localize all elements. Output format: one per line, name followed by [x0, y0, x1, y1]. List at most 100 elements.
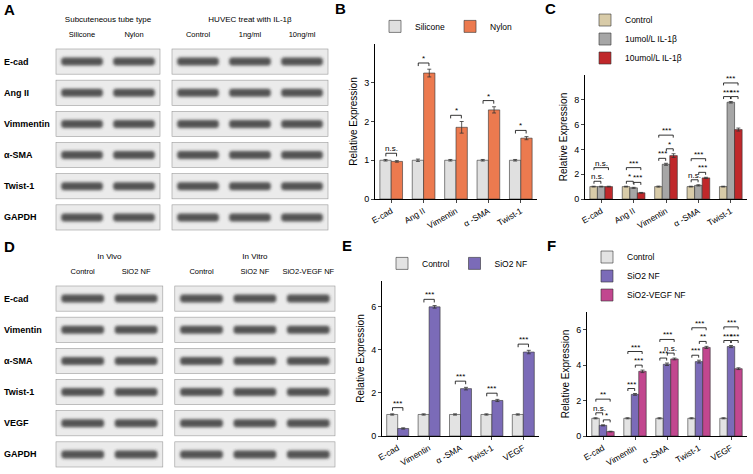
svg-text:n.s.: n.s.	[593, 404, 606, 413]
svg-text:α -SMA: α -SMA	[672, 206, 702, 229]
svg-text:***: ***	[634, 356, 643, 365]
svg-text:8: 8	[574, 95, 579, 105]
svg-text:GAPDH: GAPDH	[4, 449, 37, 459]
svg-text:***: ***	[723, 88, 732, 97]
svg-text:2: 2	[574, 169, 579, 179]
svg-text:**: **	[600, 390, 606, 399]
svg-text:In Vitro: In Vitro	[242, 252, 268, 261]
svg-text:0: 0	[364, 194, 369, 204]
svg-text:***: ***	[663, 330, 672, 339]
svg-text:Control: Control	[71, 267, 96, 276]
svg-text:**: **	[700, 332, 706, 341]
svg-text:***: ***	[691, 346, 700, 355]
svg-text:SiO2-VEGF NF: SiO2-VEGF NF	[282, 267, 334, 276]
svg-text:1: 1	[364, 155, 369, 165]
svg-text:Relative Expression: Relative Expression	[355, 314, 366, 402]
svg-text:Vimentin: Vimentin	[4, 325, 42, 335]
svg-text:Control: Control	[422, 259, 450, 269]
svg-text:Twist-1: Twist-1	[4, 181, 34, 191]
svg-text:Twist-1: Twist-1	[674, 443, 703, 465]
svg-text:α-SMA: α-SMA	[4, 356, 33, 366]
svg-text:Silicone: Silicone	[69, 30, 95, 39]
svg-text:E-cad: E-cad	[377, 443, 401, 463]
svg-text:E-cad: E-cad	[370, 206, 394, 226]
svg-text:*: *	[487, 92, 490, 101]
svg-text:***: ***	[730, 88, 739, 97]
svg-text:***: ***	[629, 159, 638, 168]
svg-text:4: 4	[574, 145, 579, 155]
svg-text:Ang II: Ang II	[612, 206, 636, 226]
svg-text:Control: Control	[625, 15, 653, 25]
svg-text:***: ***	[659, 349, 668, 358]
svg-text:*: *	[455, 106, 458, 115]
svg-text:0: 0	[371, 431, 376, 441]
svg-text:Twist-1: Twist-1	[706, 206, 735, 228]
svg-text:Ang II: Ang II	[4, 88, 29, 98]
svg-text:α -SMA: α -SMA	[434, 443, 464, 466]
svg-text:***: ***	[519, 335, 528, 344]
svg-text:SiO2 NF: SiO2 NF	[627, 271, 660, 281]
svg-text:HUVEC treat with IL-1β: HUVEC treat with IL-1β	[208, 15, 292, 24]
svg-text:n.s.: n.s.	[591, 172, 604, 181]
svg-text:***: ***	[730, 332, 739, 341]
svg-text:Vimentin: Vimentin	[399, 443, 433, 468]
svg-text:E-cad: E-cad	[582, 443, 606, 463]
svg-text:B: B	[335, 0, 346, 17]
svg-text:*: *	[668, 140, 671, 149]
svg-text:***: ***	[633, 173, 642, 182]
svg-text:2: 2	[364, 117, 369, 127]
svg-text:VEGF: VEGF	[4, 418, 29, 428]
svg-text:E: E	[342, 237, 352, 254]
svg-text:Nylon: Nylon	[124, 30, 143, 39]
svg-text:***: ***	[695, 319, 704, 328]
svg-text:Nylon: Nylon	[490, 22, 512, 32]
svg-text:***: ***	[727, 318, 736, 327]
svg-text:Control: Control	[186, 30, 211, 39]
svg-text:A: A	[4, 1, 15, 18]
svg-text:3: 3	[364, 78, 369, 88]
svg-text:Relative Expression: Relative Expression	[558, 93, 569, 181]
svg-text:SiO2 NF: SiO2 NF	[122, 267, 151, 276]
svg-text:***: ***	[393, 399, 402, 408]
svg-text:α -SMA: α -SMA	[462, 206, 492, 229]
svg-text:α -SMA: α -SMA	[640, 443, 670, 466]
svg-text:VEGF: VEGF	[709, 443, 734, 463]
svg-text:Relative Expression: Relative Expression	[348, 77, 359, 165]
svg-text:***: ***	[627, 380, 636, 389]
svg-text:E-cad: E-cad	[580, 206, 604, 226]
svg-text:6: 6	[371, 302, 376, 312]
svg-text:Twist-1: Twist-1	[496, 206, 525, 228]
svg-text:Vimentin: Vimentin	[426, 206, 460, 231]
svg-text:2: 2	[371, 388, 376, 398]
svg-text:6: 6	[576, 325, 581, 335]
svg-text:0: 0	[576, 431, 581, 441]
svg-text:***: ***	[456, 372, 465, 381]
svg-text:***: ***	[723, 332, 732, 341]
svg-text:1umol/L IL-1β: 1umol/L IL-1β	[625, 34, 677, 44]
svg-text:*: *	[519, 121, 522, 130]
svg-text:VEGF: VEGF	[501, 443, 526, 463]
svg-text:E-cad: E-cad	[4, 294, 29, 304]
svg-text:***: ***	[662, 126, 671, 135]
svg-text:F: F	[547, 237, 556, 254]
svg-text:α-SMA: α-SMA	[4, 150, 33, 160]
svg-text:SiO2 NF: SiO2 NF	[241, 267, 270, 276]
svg-text:***: ***	[425, 290, 434, 299]
svg-text:n.s.: n.s.	[595, 159, 608, 168]
svg-text:Silicone: Silicone	[415, 22, 445, 32]
svg-text:10ng/ml: 10ng/ml	[289, 30, 316, 39]
svg-text:Vimentin: Vimentin	[636, 206, 670, 231]
svg-text:*: *	[628, 172, 631, 181]
svg-text:4: 4	[371, 345, 376, 355]
svg-text:D: D	[4, 238, 15, 255]
svg-text:***: ***	[694, 150, 703, 159]
svg-text:E-cad: E-cad	[4, 57, 29, 67]
svg-text:n.s.: n.s.	[385, 144, 398, 153]
svg-text:SiO2 NF: SiO2 NF	[495, 259, 528, 269]
svg-text:Control: Control	[627, 252, 655, 262]
svg-text:Vimentin: Vimentin	[605, 443, 639, 468]
svg-text:0: 0	[574, 194, 579, 204]
svg-text:Ang II: Ang II	[402, 206, 426, 226]
svg-text:***: ***	[631, 343, 640, 352]
svg-text:*: *	[605, 411, 608, 420]
